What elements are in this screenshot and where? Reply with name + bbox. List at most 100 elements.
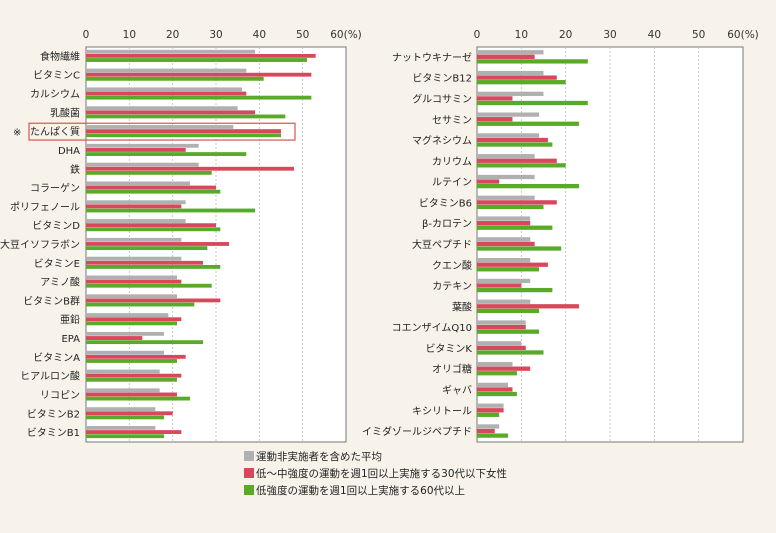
right-bar: [477, 241, 535, 247]
right-bar: [477, 50, 544, 55]
right-bar: [477, 262, 548, 267]
left-bar: [86, 313, 169, 317]
right-bar: [477, 320, 526, 325]
left-bar: [86, 388, 160, 393]
left-category-label: アミノ酸: [40, 276, 80, 289]
right-bar: [477, 100, 588, 106]
right-bar: [477, 391, 517, 397]
right-bar: [477, 324, 526, 330]
left-category-label: 大豆イソフラボン: [0, 238, 80, 251]
right-bar: [477, 195, 535, 200]
left-tick-label: 30: [209, 29, 222, 41]
left-bar: [86, 340, 203, 345]
right-bar: [477, 54, 535, 59]
right-category-label: ビタミンK: [425, 343, 472, 355]
right-bar: [477, 412, 500, 417]
right-tick-label: 10: [515, 29, 528, 41]
right-bar: [477, 200, 557, 205]
left-bar: [86, 68, 247, 73]
right-category-label: β-カロテン: [422, 218, 472, 230]
left-bar: [86, 283, 212, 288]
left-bar: [86, 91, 247, 96]
right-bar: [477, 221, 531, 226]
right-category-label: グルコサミン: [412, 92, 472, 105]
left-tick-label: 10: [123, 29, 136, 41]
right-category-label: ナットウキナーゼ: [392, 52, 472, 64]
right-bar: [477, 246, 562, 251]
left-bar: [86, 298, 221, 303]
left-bar: [86, 76, 264, 81]
legend-swatch: [244, 451, 254, 461]
right-category-label: ルテイン: [432, 178, 472, 189]
left-tick-label: 60(%): [330, 29, 362, 41]
right-bar: [477, 184, 579, 189]
left-bar: [86, 219, 186, 223]
right-tick-label: 50: [692, 29, 705, 41]
right-bar: [477, 408, 504, 413]
right-bar: [477, 70, 544, 76]
left-category-label: コラーゲン: [30, 183, 80, 195]
right-bar: [477, 121, 579, 126]
legend: 運動非実施者を含めた平均低～中強度の運動を週1回以上実施する30代以下女性低強度…: [244, 450, 507, 497]
left-bar: [86, 87, 242, 92]
left-category-label: 亜鉛: [60, 313, 80, 326]
left-category-label: ビタミンB2: [27, 408, 80, 420]
legend-swatch: [244, 468, 254, 478]
left-bar: [86, 336, 143, 340]
left-tick-label: 50: [296, 29, 309, 41]
right-bar: [477, 267, 540, 272]
left-bar: [86, 58, 307, 62]
legend-label: 低～中強度の運動を週1回以上実施する30代以下女性: [256, 467, 507, 480]
right-tick-label: 30: [603, 29, 616, 41]
right-category-label: オリゴ糖: [432, 363, 472, 376]
left-category-label: EPA: [61, 334, 80, 345]
right-bar: [477, 382, 509, 388]
left-bar: [86, 256, 182, 261]
legend-label: 運動非実施者を含めた平均: [256, 450, 382, 463]
left-bar: [86, 129, 281, 134]
left-bar: [86, 407, 156, 412]
left-bar: [86, 72, 312, 77]
right-bar: [477, 142, 553, 147]
right-bar: [477, 366, 531, 371]
left-bar: [86, 279, 182, 284]
legend-swatch: [244, 485, 254, 495]
left-category-label: DHA: [58, 146, 80, 157]
right-bar: [477, 174, 535, 180]
left-bar: [86, 317, 182, 322]
highlight-mark: ※: [13, 128, 21, 139]
right-bar: [477, 387, 513, 392]
right-bar: [477, 75, 557, 80]
right-bar: [477, 278, 531, 284]
right-tick-label: 20: [559, 29, 572, 41]
left-category-label: リコピン: [40, 389, 80, 401]
right-category-label: ビタミンB6: [419, 197, 472, 209]
right-bar: [477, 96, 513, 101]
left-bar: [86, 373, 182, 378]
left-bar: [86, 152, 247, 156]
left-category-label: カルシウム: [30, 89, 80, 101]
left-bar: [86, 246, 208, 251]
right-bar: [477, 179, 500, 184]
left-bar: [86, 200, 186, 205]
left-tick-label: 20: [166, 29, 179, 41]
right-bar: [477, 237, 531, 242]
left-bar: [86, 227, 221, 232]
left-bar: [86, 53, 316, 58]
right-bar: [477, 117, 513, 122]
left-bar: [86, 331, 164, 336]
legend-label: 低強度の運動を週1回以上実施する60代以上: [256, 484, 465, 497]
left-bar: [86, 430, 182, 434]
left-bar: [86, 237, 182, 242]
right-bar: [477, 59, 588, 64]
left-bar: [86, 95, 312, 100]
right-bar: [477, 308, 540, 314]
left-bar: [86, 148, 186, 152]
right-bar: [477, 428, 495, 434]
left-bar: [86, 302, 195, 307]
left-category-label: ビタミンA: [33, 352, 80, 364]
right-bar: [477, 133, 540, 138]
right-bar: [477, 287, 553, 293]
